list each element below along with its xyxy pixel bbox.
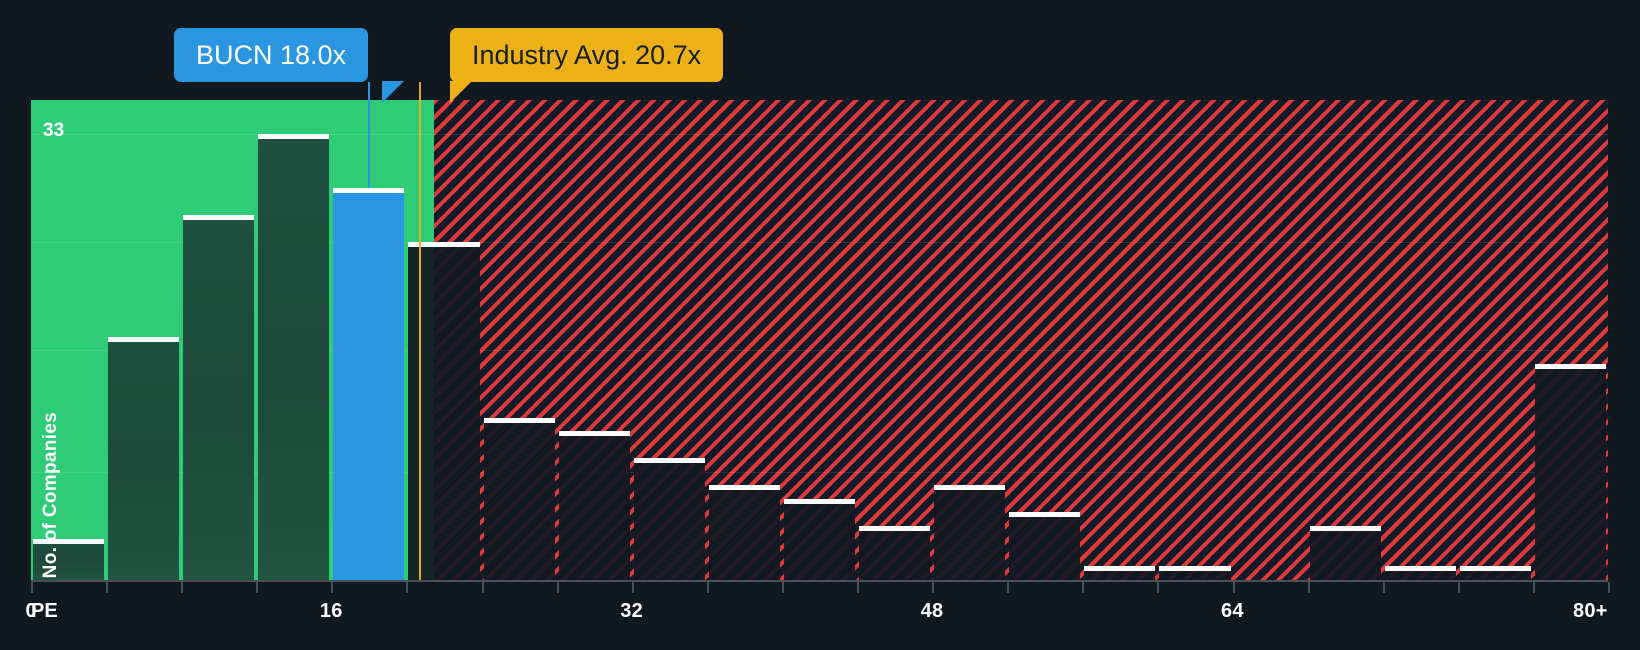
bar-top-cap <box>1309 525 1381 531</box>
bucn-tooltip-tail <box>382 81 404 103</box>
bar-fill <box>483 417 555 580</box>
x-axis-label-32: 32 <box>620 600 643 622</box>
bar-fill <box>258 133 330 580</box>
bar-fill <box>1309 525 1381 580</box>
x-axis-tick-32 <box>631 582 634 593</box>
bar-top-cap <box>1534 363 1606 369</box>
x-axis-tick-80 <box>1532 582 1535 593</box>
histogram-bar-80+[interactable] <box>1534 363 1606 580</box>
histogram-bar-72-76[interactable] <box>1384 566 1456 580</box>
histogram-bar-32-36[interactable] <box>633 458 705 580</box>
histogram-bar-36-40[interactable] <box>708 485 780 580</box>
bar-top-cap <box>1084 566 1156 572</box>
gridline-17 <box>31 350 1608 352</box>
bar-fill <box>108 336 180 580</box>
bar-top-cap <box>859 525 931 531</box>
x-axis-tick-0 <box>31 582 33 593</box>
x-axis-tick-44 <box>857 582 860 593</box>
x-axis-tick-48 <box>932 582 935 593</box>
histogram-bar-40-44[interactable] <box>783 498 856 580</box>
x-axis-tick-24 <box>481 582 484 593</box>
histogram-bar-4-8[interactable] <box>108 336 180 580</box>
bar-top-cap <box>934 485 1006 491</box>
x-axis-tick-72 <box>1382 582 1385 593</box>
industry-marker-line <box>418 82 421 580</box>
bar-fill <box>183 214 255 580</box>
bucn-marker-line <box>367 82 370 188</box>
x-axis-tick-64 <box>1232 582 1235 593</box>
x-axis-tick-12 <box>256 582 259 593</box>
bar-top-cap <box>633 458 705 464</box>
bar-top-cap <box>258 133 330 139</box>
bar-top-cap <box>333 187 405 193</box>
gridline-25 <box>31 241 1608 243</box>
x-axis-tick-36 <box>706 582 709 593</box>
gridline-33 <box>31 133 1608 135</box>
plot-area <box>31 100 1608 580</box>
bar-fill <box>33 539 105 580</box>
gridline-8 <box>31 471 1608 473</box>
industry-avg-tooltip[interactable]: Industry Avg. 20.7x <box>450 28 724 82</box>
x-axis-tick-28 <box>556 582 559 593</box>
bar-fill <box>934 485 1006 580</box>
bar-top-cap <box>783 498 856 504</box>
bar-fill <box>708 485 780 580</box>
histogram-bar-60-64[interactable] <box>1159 566 1231 580</box>
x-axis-label-80+: 80+ <box>1573 600 1608 622</box>
histogram-bar-76-80[interactable] <box>1459 566 1531 580</box>
x-axis-tick-56 <box>1082 582 1085 593</box>
x-axis-tick-76 <box>1457 582 1460 593</box>
bar-top-cap <box>558 431 630 437</box>
x-axis-tick-4 <box>106 582 109 593</box>
histogram-bar-52-56[interactable] <box>1009 512 1081 580</box>
x-axis-tick-84 <box>1608 582 1610 593</box>
histogram-bar-24-28[interactable] <box>483 417 555 580</box>
x-axis-label-48: 48 <box>920 600 944 622</box>
x-axis-title: PE <box>31 600 58 622</box>
bar-fill <box>333 187 405 580</box>
bar-fill <box>1534 363 1606 580</box>
histogram-bar-44-48[interactable] <box>859 525 931 580</box>
bucn-tooltip[interactable]: BUCN 18.0x <box>174 28 369 82</box>
histogram-bar-48-52[interactable] <box>934 485 1006 580</box>
overvalued-region-band <box>434 100 1608 580</box>
bar-fill <box>1009 512 1081 580</box>
histogram-bar-0-4[interactable] <box>33 539 105 580</box>
bar-top-cap <box>408 241 480 247</box>
histogram-bar-16-20[interactable] <box>333 187 405 580</box>
x-axis-label-0: 0 <box>25 600 37 622</box>
x-axis-label-16: 16 <box>319 600 343 622</box>
bar-top-cap <box>1384 566 1456 572</box>
bar-top-cap <box>708 485 780 491</box>
x-axis-tick-20 <box>406 582 409 593</box>
histogram-bar-68-72[interactable] <box>1309 525 1381 580</box>
x-axis-tick-16 <box>331 582 334 593</box>
bar-top-cap <box>1459 566 1531 572</box>
histogram-bar-28-32[interactable] <box>558 431 630 580</box>
x-axis-tick-52 <box>1007 582 1010 593</box>
x-axis-line <box>31 580 1608 582</box>
bar-top-cap <box>483 417 555 423</box>
bar-top-cap <box>183 214 255 220</box>
y-axis-title: No. of Companies <box>40 411 61 578</box>
bar-fill <box>859 525 931 580</box>
bar-top-cap <box>33 539 105 545</box>
histogram-bar-12-16[interactable] <box>258 133 330 580</box>
x-axis-tick-8 <box>181 582 184 593</box>
y-axis-max-value: 33 <box>43 120 65 141</box>
histogram-bar-8-12[interactable] <box>183 214 255 580</box>
industry-avg-tooltip-tail <box>450 81 472 103</box>
x-axis-label-64: 64 <box>1221 600 1244 622</box>
bar-fill <box>558 431 630 580</box>
bar-top-cap <box>1159 566 1231 572</box>
histogram-bar-56-60[interactable] <box>1084 566 1156 580</box>
bar-top-cap <box>108 336 180 342</box>
x-axis-tick-68 <box>1307 582 1310 593</box>
bar-fill <box>783 498 856 580</box>
x-axis-tick-40 <box>781 582 784 593</box>
bar-fill <box>633 458 705 580</box>
x-axis-tick-60 <box>1157 582 1160 593</box>
bar-top-cap <box>1009 512 1081 518</box>
